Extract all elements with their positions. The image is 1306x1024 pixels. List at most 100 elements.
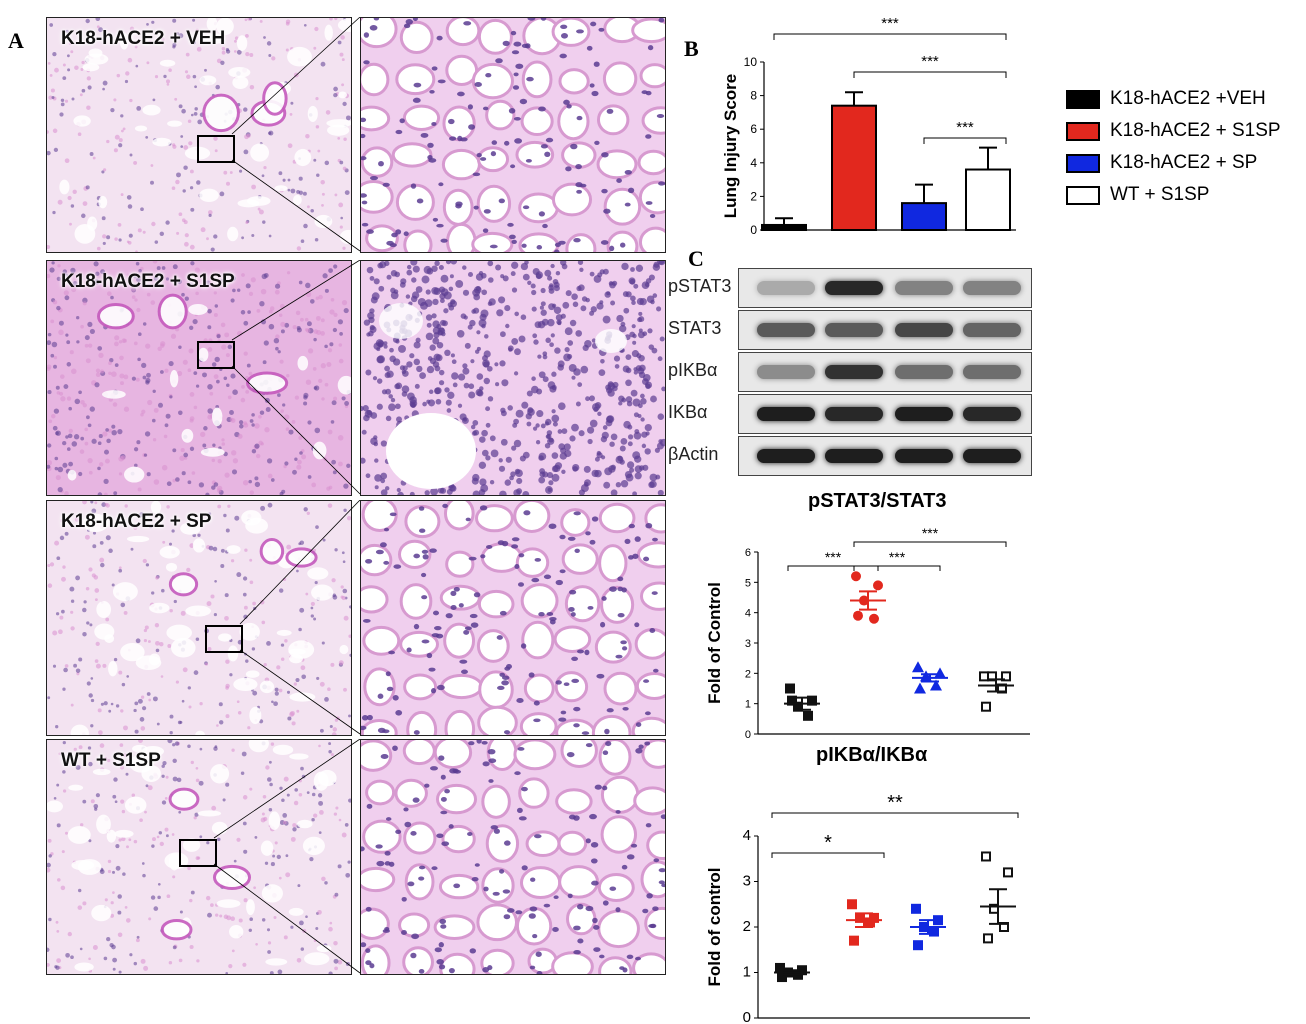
data-point bbox=[777, 972, 787, 983]
panel-letter-a: A bbox=[8, 28, 24, 53]
data-point bbox=[914, 682, 926, 694]
blot-row-label: STAT3 bbox=[668, 318, 722, 338]
data-point bbox=[849, 935, 859, 946]
blot-row: IKBα bbox=[668, 394, 1040, 434]
blot-strip bbox=[738, 352, 1032, 392]
legend-item: K18-hACE2 +VEH bbox=[1066, 84, 1281, 114]
blot-band bbox=[825, 365, 883, 379]
blot-row-label: IKBα bbox=[668, 402, 708, 422]
data-point bbox=[869, 613, 879, 624]
blot-band bbox=[895, 365, 953, 379]
data-point bbox=[847, 899, 857, 910]
legend-item: K18-hACE2 + S1SP bbox=[1066, 116, 1281, 146]
data-point bbox=[930, 679, 942, 691]
significance-bracket bbox=[771, 852, 885, 858]
y-axis-label: Fold of control bbox=[705, 868, 724, 987]
y-tick-label: 6 bbox=[745, 547, 751, 559]
blot-band bbox=[825, 323, 883, 337]
pstat3-scatter-chart: Fold of Control 0 1 2 3 4 5 6 *** *** *** bbox=[705, 525, 1030, 741]
data-point bbox=[851, 571, 861, 582]
significance-bracket bbox=[923, 137, 1007, 144]
blot-band bbox=[825, 407, 883, 421]
western-blot: pSTAT3 STAT3 pIKBα IKBα βActin bbox=[668, 268, 1040, 484]
blot-strip bbox=[738, 310, 1032, 350]
data-point bbox=[933, 915, 943, 926]
high-mag-tissue bbox=[361, 740, 665, 974]
data-point bbox=[912, 661, 924, 673]
y-tick-label: 0 bbox=[750, 223, 757, 237]
zoom-region-box bbox=[179, 839, 217, 867]
legend-item: K18-hACE2 + SP bbox=[1066, 148, 1281, 178]
blot-band bbox=[963, 281, 1021, 295]
blot-band bbox=[895, 323, 953, 337]
bar bbox=[901, 202, 947, 231]
histology-group-label: WT + S1SP bbox=[61, 750, 161, 771]
significance-bracket bbox=[853, 71, 1007, 78]
blot-strip bbox=[738, 394, 1032, 434]
significance-label: *** bbox=[956, 119, 974, 136]
y-tick-label: 3 bbox=[743, 873, 751, 890]
histology-group-label: K18-hACE2 + S1SP bbox=[61, 271, 235, 292]
data-point bbox=[911, 903, 921, 914]
bar bbox=[965, 168, 1011, 232]
zoom-region-box bbox=[205, 625, 243, 653]
data-point bbox=[981, 701, 991, 712]
data-point bbox=[865, 917, 875, 928]
histology-low-mag-image: K18-hACE2 + SP bbox=[46, 500, 352, 736]
data-point bbox=[807, 695, 817, 706]
blot-row-label: βActin bbox=[668, 444, 719, 464]
blot-band bbox=[963, 365, 1021, 379]
significance-bracket bbox=[853, 541, 1007, 547]
blot-band bbox=[895, 449, 953, 463]
pstat3-chart-title: pSTAT3/STAT3 bbox=[808, 490, 947, 512]
blot-band bbox=[757, 449, 815, 463]
significance-label: *** bbox=[889, 549, 906, 565]
data-point bbox=[979, 671, 989, 682]
data-point bbox=[787, 695, 797, 706]
data-point bbox=[793, 701, 803, 712]
y-tick-label: 0 bbox=[745, 729, 751, 741]
blot-row: pSTAT3 bbox=[668, 268, 1040, 308]
data-point bbox=[983, 933, 993, 944]
data-point bbox=[929, 926, 939, 937]
panel-letter-b: B bbox=[684, 36, 699, 61]
y-tick-label: 4 bbox=[745, 608, 751, 620]
y-axis-label: Lung Injury Score bbox=[721, 74, 740, 219]
significance-label: ** bbox=[887, 792, 903, 814]
legend-swatch bbox=[1066, 121, 1100, 141]
data-point bbox=[981, 851, 991, 862]
blot-band bbox=[895, 281, 953, 295]
zoom-region-box bbox=[197, 135, 235, 163]
high-mag-tissue bbox=[361, 501, 665, 735]
significance-bracket bbox=[787, 565, 879, 571]
histology-low-mag-image: K18-hACE2 + VEH bbox=[46, 17, 352, 253]
data-point bbox=[853, 610, 863, 621]
legend-label: K18-hACE2 + S1SP bbox=[1110, 120, 1281, 141]
y-tick-label: 3 bbox=[745, 638, 751, 650]
legend-label: K18-hACE2 + SP bbox=[1110, 152, 1258, 173]
blot-band bbox=[963, 407, 1021, 421]
high-mag-tissue bbox=[361, 18, 665, 252]
y-tick-label: 2 bbox=[750, 189, 757, 203]
bar bbox=[831, 104, 877, 231]
zoom-region-box bbox=[197, 341, 235, 369]
histology-low-mag-image: K18-hACE2 + S1SP bbox=[46, 260, 352, 496]
blot-band bbox=[963, 323, 1021, 337]
histology-high-mag-image bbox=[360, 17, 666, 253]
histology-row: K18-hACE2 + SP bbox=[46, 500, 666, 736]
histology-high-mag-image bbox=[360, 260, 666, 496]
blot-strip bbox=[738, 268, 1032, 308]
high-mag-tissue bbox=[361, 261, 665, 495]
legend: K18-hACE2 +VEH K18-hACE2 + S1SP K18-hACE2 … bbox=[1066, 84, 1281, 212]
blot-band bbox=[825, 281, 883, 295]
histology-group-label: K18-hACE2 + SP bbox=[61, 511, 212, 532]
significance-bracket bbox=[773, 33, 1007, 40]
blot-band bbox=[757, 323, 815, 337]
blot-band bbox=[757, 407, 815, 421]
histology-row: WT + S1SP bbox=[46, 739, 666, 975]
blot-band bbox=[757, 281, 815, 295]
y-tick-label: 4 bbox=[743, 827, 751, 844]
blot-band bbox=[757, 365, 815, 379]
significance-bracket bbox=[853, 565, 941, 571]
